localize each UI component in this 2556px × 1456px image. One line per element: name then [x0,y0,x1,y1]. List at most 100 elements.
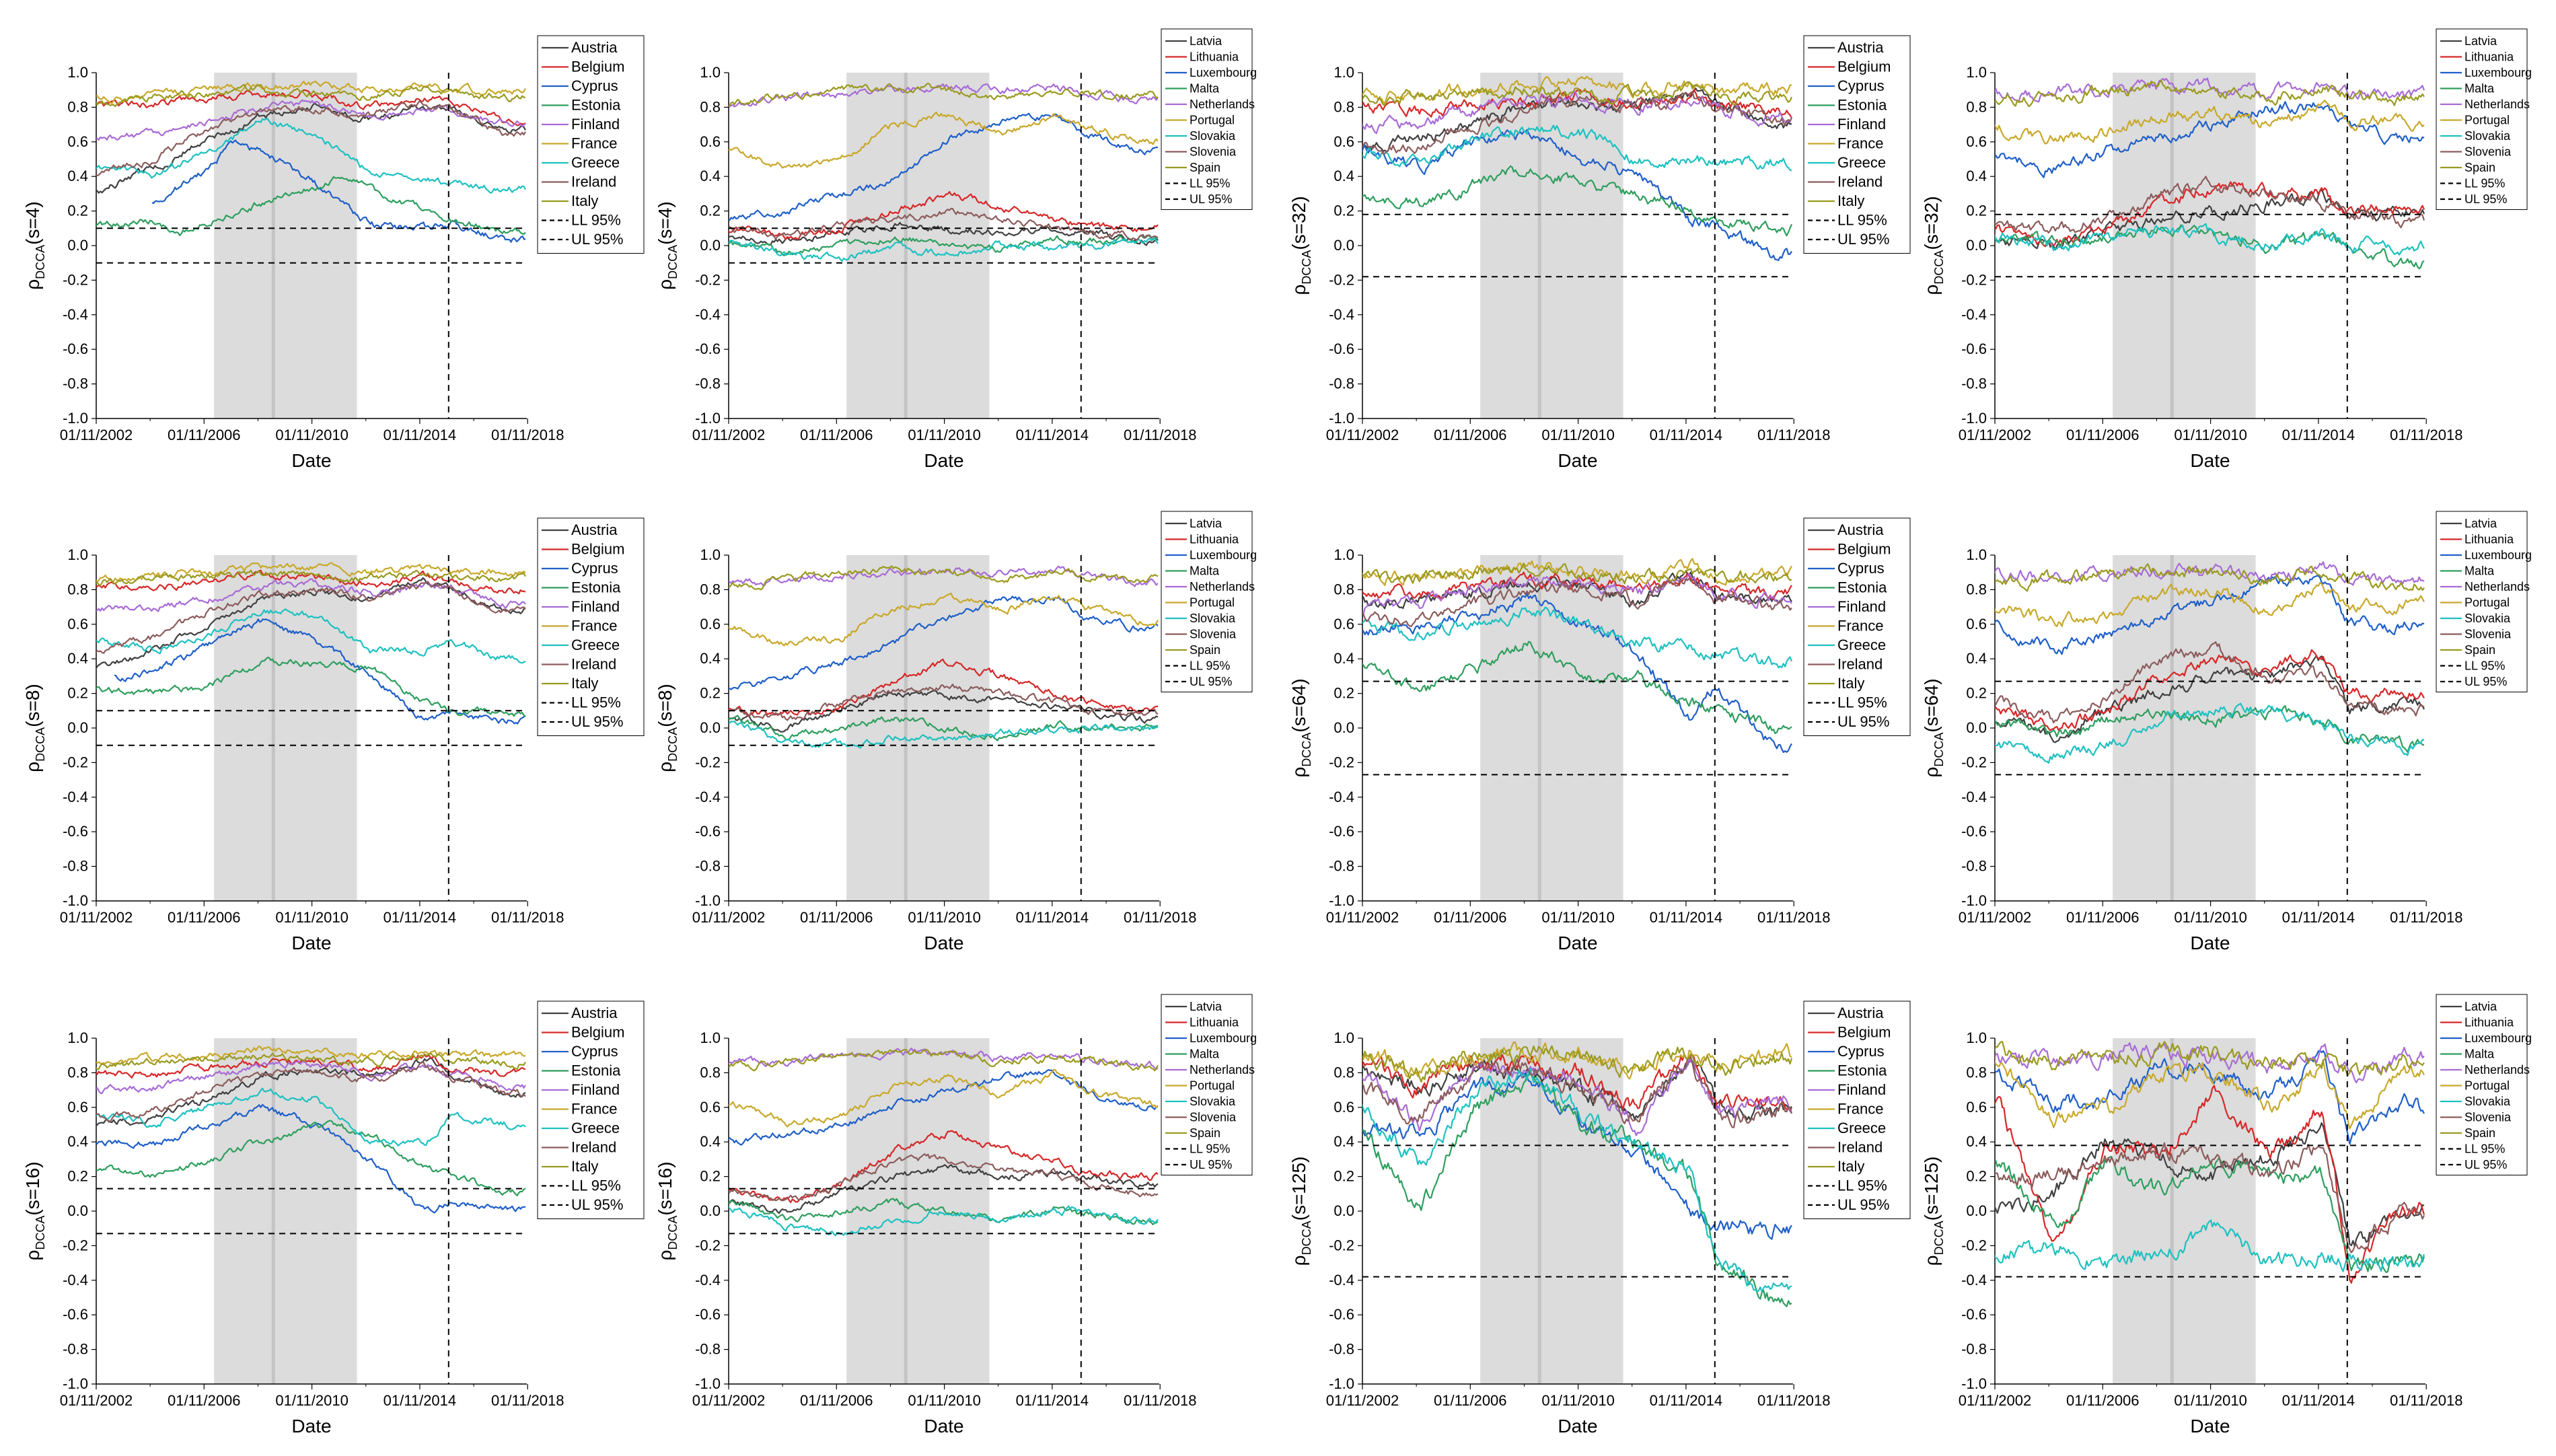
y-tick-label: -0.8 [1961,858,1987,875]
crisis-shading [214,555,357,901]
legend-label: UL 95% [1190,1158,1232,1171]
dcca-subscript: DCCA [34,245,47,279]
scale-label: (s=4) [22,201,43,245]
series-line-greece [1362,124,1792,172]
chart-panel: 1.00.80.60.40.20.0-0.2-0.4-0.6-0.8-1.001… [655,511,1257,953]
series-line-latvia [729,690,1159,733]
legend-label: LL 95% [1190,177,1230,190]
y-tick-label: 1.0 [1334,1029,1354,1046]
y-tick-label: -0.8 [695,858,721,875]
x-tick-label: 01/11/2014 [1650,427,1722,443]
y-tick-label: 1.0 [1966,64,1987,81]
y-tick-label: -0.2 [1961,1237,1987,1253]
y-tick-label: -0.2 [695,271,721,288]
y-tick-label: -0.4 [1961,789,1987,805]
legend-box [1161,994,1253,1175]
y-tick-label: 0.2 [700,685,721,702]
y-tick-label: 0.2 [1966,685,1987,702]
legend-label: Greece [571,154,620,171]
y-tick-label: -1.0 [1329,1375,1354,1392]
y-tick-label: -0.4 [695,789,721,805]
y-axis-title: ρDCCA(s=16) [22,1161,47,1260]
series-line-slovenia [1995,176,2425,233]
x-axis-title: Date [924,1416,963,1436]
legend-label: Portugal [1190,596,1235,610]
legend-label: LL 95% [571,1177,621,1194]
x-tick-label: 01/11/2014 [1650,909,1722,926]
scale-label: (s=8) [22,684,43,727]
legend-label: Ireland [1837,1139,1883,1156]
y-tick-label: 0.4 [67,168,88,184]
legend-label: LL 95% [2464,1142,2505,1156]
legend-label: Netherlands [1190,580,1255,593]
y-tick-label: -0.4 [695,306,721,323]
series-line-france [1362,558,1792,587]
series-line-ireland [96,1060,526,1123]
y-tick-label: -0.6 [1329,340,1354,357]
legend-label: Cyprus [1837,1043,1885,1060]
y-tick-label: -0.6 [63,823,88,840]
y-axis-title: ρDCCA(s=8) [22,684,47,772]
x-tick-label: 01/11/2010 [275,1392,348,1409]
legend-label: LL 95% [1837,694,1887,711]
x-axis-title: Date [1558,450,1597,471]
scale-label: (s=125) [1288,1157,1309,1221]
legend-label: Finland [571,116,620,133]
legend-label: Slovakia [1190,612,1236,625]
legend-label: Ireland [571,656,616,673]
series-line-portugal [729,592,1159,647]
series-line-netherlands [1995,1042,2425,1084]
x-axis-title: Date [291,450,331,471]
rho-symbol: ρ [22,762,43,772]
series-line-slovakia [1995,1219,2425,1272]
y-tick-label: -0.4 [1961,306,1987,323]
x-tick-label: 01/11/2010 [2174,1392,2247,1409]
rho-symbol: ρ [22,279,43,290]
legend-label: Ireland [571,174,616,190]
y-tick-label: -0.6 [1961,1306,1987,1323]
y-tick-label: 0.2 [1966,203,1987,219]
y-tick-label: 0.6 [1334,133,1354,150]
x-axis-title: Date [924,450,963,471]
x-tick-label: 01/11/2006 [168,1392,240,1409]
legend-label: Portugal [2464,596,2510,610]
legend-label: Spain [2464,1126,2495,1140]
x-tick-label: 01/11/2002 [1326,909,1399,926]
legend-label: Malta [2464,1048,2495,1061]
series-line-finland [96,1060,526,1095]
series-line-portugal [1995,100,2425,145]
dcca-subscript: DCCA [1932,733,1946,767]
y-tick-label: -1.0 [1329,892,1354,909]
series-line-latvia [1995,1122,2425,1247]
y-tick-label: -0.6 [1961,340,1987,357]
x-tick-label: 01/11/2006 [1434,427,1506,443]
legend-label: Cyprus [1837,560,1885,577]
legend-label: Estonia [1837,579,1887,596]
y-tick-label: 0.0 [1334,1202,1354,1219]
y-tick-label: 0.8 [1334,581,1354,597]
series-line-luxembourg [1995,1049,2425,1145]
y-axis-title: ρDCCA(s=64) [1288,678,1313,777]
series-line-italy [1362,81,1793,106]
x-tick-label: 01/11/2010 [2174,909,2247,926]
chart-panel: 1.00.80.60.40.20.0-0.2-0.4-0.6-0.8-1.001… [22,35,645,471]
x-tick-label: 01/11/2018 [1757,427,1830,443]
legend-label: UL 95% [2464,1158,2507,1171]
legend-label: Finland [1837,598,1886,615]
x-tick-label: 01/11/2002 [1959,427,2031,443]
y-tick-label: 0.0 [1334,719,1354,736]
y-tick-label: 0.8 [1966,1064,1987,1081]
y-tick-label: -0.2 [695,1237,721,1253]
legend-label: Slovenia [2464,628,2512,641]
series-line-netherlands [1995,561,2425,586]
y-tick-label: 0.4 [700,1133,721,1150]
x-tick-label: 01/11/2018 [2390,1392,2462,1409]
legend-label: Spain [2464,161,2495,174]
series-group [96,1045,526,1214]
x-tick-label: 01/11/2014 [384,1392,456,1409]
legend-label: Estonia [571,1062,621,1079]
legend-label: Greece [1837,154,1886,171]
series-line-luxembourg [729,595,1159,690]
y-tick-label: 0.2 [67,203,88,219]
